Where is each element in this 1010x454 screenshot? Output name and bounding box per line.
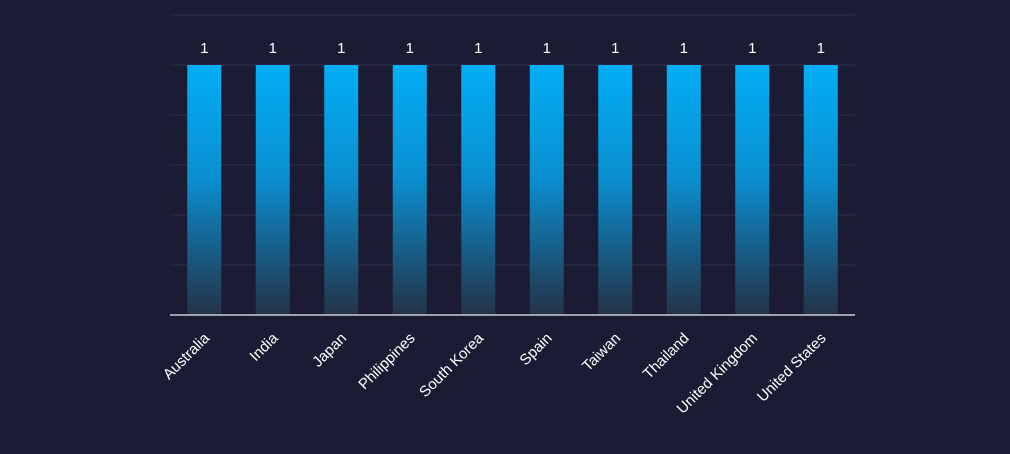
data-label-taiwan: 1	[611, 40, 619, 57]
bar-australia	[187, 65, 222, 315]
data-label-australia: 1	[200, 40, 208, 57]
x-tick-label-philippines: Philippines	[355, 330, 418, 393]
data-label-india: 1	[269, 40, 277, 57]
data-label-united-kingdom: 1	[748, 40, 756, 57]
bar-thailand	[666, 65, 701, 315]
x-tick-label-india: India	[247, 329, 282, 364]
x-tick-label-japan: Japan	[309, 330, 350, 371]
bar-philippines	[392, 65, 427, 315]
data-label-spain: 1	[543, 40, 551, 57]
data-label-south-korea: 1	[474, 40, 482, 57]
x-tick-label-australia: Australia	[160, 329, 214, 383]
data-label-united-states: 1	[817, 40, 825, 57]
data-labels: 1 1 1 1 1 1 1 1 1 1	[200, 40, 825, 57]
data-label-philippines: 1	[406, 40, 414, 57]
x-tick-label-taiwan: Taiwan	[579, 330, 624, 375]
bar-spain	[529, 65, 564, 315]
bar-united-kingdom	[735, 65, 770, 315]
bar-india	[255, 65, 290, 315]
x-tick-label-spain: Spain	[516, 330, 555, 369]
x-tick-label-south-korea: South Korea	[416, 329, 487, 400]
data-label-japan: 1	[337, 40, 345, 57]
data-label-thailand: 1	[680, 40, 688, 57]
bar-united-states	[803, 65, 838, 315]
x-tick-label-thailand: Thailand	[640, 330, 693, 383]
bar-south-korea	[461, 65, 496, 315]
bars	[187, 65, 838, 315]
bar-japan	[324, 65, 359, 315]
x-tick-label-united-states: United States	[754, 330, 830, 406]
bar-taiwan	[598, 65, 633, 315]
